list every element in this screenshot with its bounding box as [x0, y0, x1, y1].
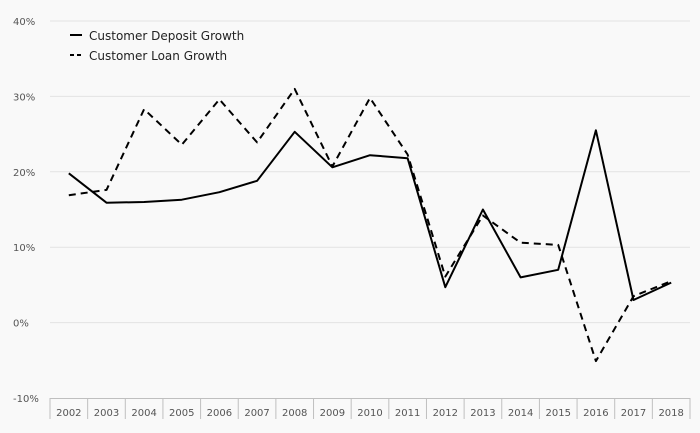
y-axis: -10% 0% 10% 20% 30% 40%: [13, 17, 39, 405]
series-lines: [68, 87, 672, 363]
series-line-deposit: [68, 129, 672, 301]
y-tick-label: 10%: [13, 243, 35, 254]
x-tick-label: 2018: [658, 408, 683, 419]
legend-label-loan: Customer Loan Growth: [89, 49, 227, 63]
x-axis: 2002 2003 2004 2005 2006 2007 2008 2009 2010 2011…: [49, 398, 691, 419]
y-tick-label: 30%: [13, 92, 35, 103]
legend: Customer Deposit Growth Customer Loan Gr…: [70, 29, 244, 63]
gridlines: [50, 20, 690, 324]
x-tick-label: 2012: [433, 408, 458, 419]
x-tick-label: 2009: [320, 408, 345, 419]
x-tick-label: 2007: [244, 408, 269, 419]
y-tick-label: 40%: [13, 17, 35, 28]
x-tick-label: 2008: [282, 408, 307, 419]
x-tick-label: 2002: [56, 408, 81, 419]
x-tick-label: 2017: [621, 408, 646, 419]
x-tick-label: 2003: [94, 408, 119, 419]
y-tick-label: -10%: [13, 394, 39, 405]
y-tick-label: 0%: [13, 319, 29, 330]
x-tick-label: 2006: [207, 408, 232, 419]
x-tick-label: 2015: [546, 408, 571, 419]
y-tick-label: 20%: [13, 168, 35, 179]
x-tick-label: 2011: [395, 408, 420, 419]
x-tick-label: 2004: [131, 408, 156, 419]
series-line-loan: [68, 87, 672, 363]
x-tick-label: 2014: [508, 408, 533, 419]
x-tick-label: 2016: [583, 408, 608, 419]
legend-label-deposit: Customer Deposit Growth: [89, 29, 244, 43]
x-tick-label: 2010: [357, 408, 382, 419]
x-tick-label: 2013: [470, 408, 495, 419]
x-tick-label: 2005: [169, 408, 194, 419]
